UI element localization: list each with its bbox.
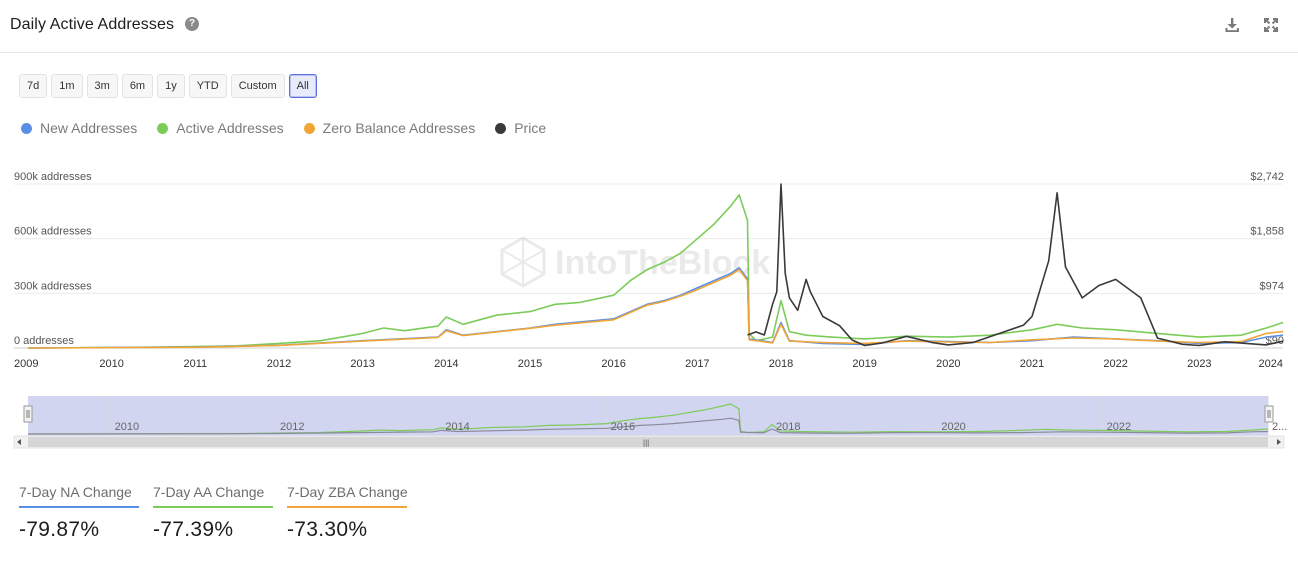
- legend-label: Price: [514, 120, 547, 136]
- navigator-series-line: [27, 417, 1269, 435]
- range-ytd-button[interactable]: YTD: [188, 74, 227, 98]
- legend-dot-price: [495, 122, 507, 134]
- range-7d-button[interactable]: 7d: [19, 74, 48, 98]
- question-circle-icon[interactable]: ?: [185, 17, 199, 31]
- navigator-tick-label: 2020: [941, 421, 965, 433]
- stat-value: -73.30%: [287, 518, 368, 541]
- x-tick-label: 2010: [99, 358, 123, 370]
- legend-item-active-addresses[interactable]: Active Addresses: [157, 120, 284, 136]
- navigator-tick-label: 2...: [1272, 421, 1287, 433]
- x-axis: 2009 2010 2011 2012 2013 2014 2015 2016 2017 2018…: [14, 347, 1283, 370]
- x-tick-label: 2009: [14, 358, 38, 370]
- stat-label: 7-Day NA Change: [19, 484, 139, 508]
- range-6m-button[interactable]: 6m: [121, 74, 154, 98]
- scrollbar-grip-icon: |||: [643, 439, 649, 448]
- series-line-price: [747, 183, 1284, 347]
- y-left-tick-label: 0 addresses: [14, 335, 74, 347]
- navigator-tick-label: 2022: [1107, 421, 1131, 433]
- x-tick-label: 2022: [1103, 358, 1127, 370]
- navigator-series: [27, 403, 1269, 435]
- range-1y-button[interactable]: 1y: [157, 74, 185, 98]
- range-3m-button[interactable]: 3m: [86, 74, 118, 98]
- legend-label: Active Addresses: [176, 120, 284, 136]
- scroll-right-arrow-icon[interactable]: [1277, 439, 1281, 445]
- y-right-tick-label: $1,858: [1250, 226, 1284, 238]
- series-line-active-addresses: [27, 194, 1284, 349]
- stat-label: 7-Day ZBA Change: [287, 484, 408, 508]
- range-all-button[interactable]: All: [288, 74, 317, 98]
- x-tick-label: 2011: [184, 358, 208, 370]
- main-chart: IntoTheBlock 0 addresses 300k addresses 60…: [14, 171, 1284, 370]
- y-left-tick-label: 600k addresses: [14, 226, 92, 238]
- scroll-left-arrow-icon[interactable]: [17, 439, 21, 445]
- range-1m-button[interactable]: 1m: [51, 74, 83, 98]
- x-tick-label: 2023: [1187, 358, 1211, 370]
- x-tick-label: 2020: [936, 358, 960, 370]
- watermark: IntoTheBlock: [500, 236, 770, 288]
- x-tick-label: 2018: [769, 358, 793, 370]
- chart-series: [27, 183, 1284, 349]
- legend-label: New Addresses: [40, 120, 138, 136]
- legend-item-zero-balance-addresses[interactable]: Zero Balance Addresses: [303, 120, 476, 136]
- navigator-tick-label: 2016: [611, 421, 635, 433]
- expand-icon[interactable]: [1262, 16, 1280, 34]
- stat-value: -77.39%: [153, 518, 234, 541]
- stats-row: 7-Day NA Change -79.87% 7-Day AA Change …: [19, 484, 408, 542]
- stat-label: 7-Day AA Change: [153, 484, 273, 508]
- legend-item-price[interactable]: Price: [495, 120, 546, 136]
- legend-label: Zero Balance Addresses: [322, 120, 476, 136]
- navigator-right-handle[interactable]: [1264, 405, 1274, 423]
- legend-dot-new-addresses: [21, 122, 32, 134]
- stat-aa-change: 7-Day AA Change -77.39%: [153, 484, 273, 542]
- navigator-series-line: [27, 403, 1269, 435]
- navigator-tick-label: 2018: [776, 421, 800, 433]
- navigator-axis: 2010 2012 2014 2016 2018 2020 2022 2...: [115, 421, 1288, 433]
- page-title: Daily Active Addresses: [10, 16, 175, 33]
- chart-header: Daily Active Addresses ?: [0, 0, 1298, 53]
- stat-na-change: 7-Day NA Change -79.87%: [19, 484, 139, 542]
- stat-zba-change: 7-Day ZBA Change -73.30%: [287, 484, 408, 542]
- x-tick-label: 2013: [350, 358, 374, 370]
- scrollbar[interactable]: |||: [13, 435, 1285, 449]
- y-left-tick-label: 300k addresses: [14, 280, 92, 292]
- legend-dot-zero-balance-addresses: [303, 122, 315, 134]
- x-tick-label: 2024: [1259, 358, 1283, 370]
- stat-value: -79.87%: [19, 518, 100, 541]
- navigator-tick-label: 2012: [280, 421, 304, 433]
- navigator-tick-label: 2010: [115, 421, 139, 433]
- y-axis-right: $90$974$1,858$2,742: [1250, 171, 1284, 347]
- y-right-tick-label: $974: [1260, 280, 1284, 292]
- y-axis-left: 0 addresses 300k addresses 600k addresses 9…: [14, 171, 92, 347]
- download-icon[interactable]: [1223, 16, 1241, 34]
- x-tick-label: 2019: [852, 358, 876, 370]
- series-line-zero-balance-addresses: [27, 268, 1284, 349]
- navigator-left-handle[interactable]: [23, 405, 33, 423]
- x-tick-label: 2015: [518, 358, 542, 370]
- legend-dot-active-addresses: [157, 122, 169, 134]
- navigator-tick-label: 2014: [445, 421, 469, 433]
- time-range-selector: 7d 1m 3m 6m 1y YTD Custom All: [19, 74, 317, 100]
- chart-legend: New Addresses Active Addresses Zero Bala…: [21, 120, 546, 136]
- x-tick-label: 2017: [685, 358, 709, 370]
- y-right-tick-label: $2,742: [1250, 171, 1284, 183]
- x-tick-label: 2014: [434, 358, 458, 370]
- chart-navigator[interactable]: 2010 2012 2014 2016 2018 2020 2022 2... |||: [0, 392, 1298, 452]
- legend-item-new-addresses[interactable]: New Addresses: [21, 120, 137, 136]
- range-custom-button[interactable]: Custom: [230, 74, 285, 98]
- x-tick-label: 2021: [1020, 358, 1044, 370]
- scrollbar-thumb[interactable]: [28, 437, 1268, 447]
- y-left-tick-label: 900k addresses: [14, 171, 92, 183]
- x-tick-label: 2016: [601, 358, 625, 370]
- x-tick-label: 2012: [267, 358, 291, 370]
